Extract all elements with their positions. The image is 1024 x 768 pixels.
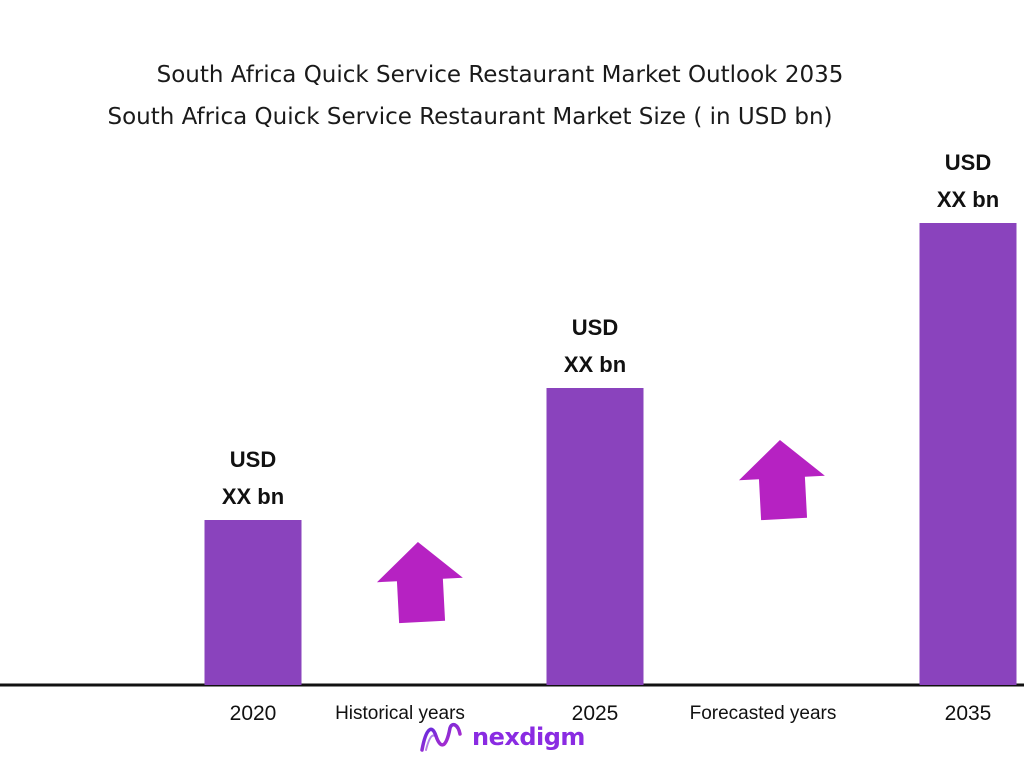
x-tick-label-2035: 2035 — [945, 702, 992, 725]
nexdigm-logo: nexdigm — [418, 720, 585, 754]
data-label-currency: USD — [945, 150, 991, 175]
period-label: Forecasted years — [690, 703, 837, 724]
logo-text: nexdigm — [472, 723, 585, 751]
growth-arrow-icon — [738, 440, 825, 521]
data-label-value: XX bn — [937, 187, 999, 212]
bar-2020 — [204, 520, 302, 685]
period-label: Historical years — [335, 703, 465, 724]
bar-2025 — [546, 388, 644, 685]
data-label-currency: USD — [230, 447, 276, 472]
data-label-value: XX bn — [564, 352, 626, 377]
chart-subtitle: South Africa Quick Service Restaurant Ma… — [107, 104, 833, 130]
nexdigm-logo-icon — [420, 722, 462, 752]
chart-title: South Africa Quick Service Restaurant Ma… — [156, 62, 844, 88]
x-tick-label-2025: 2025 — [572, 702, 619, 725]
growth-arrow-icon — [376, 542, 463, 624]
data-label-currency: USD — [572, 315, 618, 340]
x-tick-label-2020: 2020 — [230, 702, 277, 725]
data-label-value: XX bn — [222, 484, 284, 509]
bar-2035 — [919, 223, 1017, 685]
